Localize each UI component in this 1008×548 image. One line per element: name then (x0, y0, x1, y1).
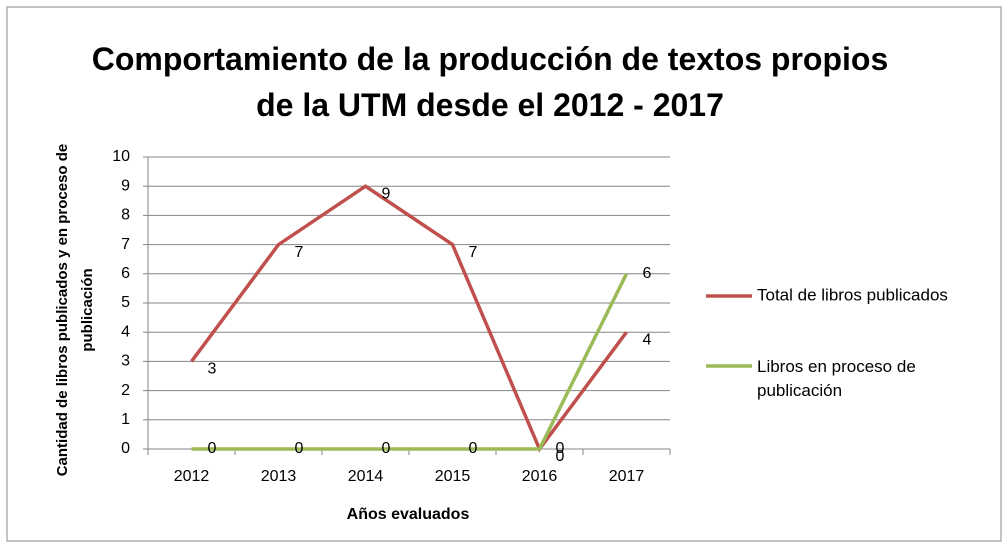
legend-label: Total de libros publicados (757, 285, 948, 304)
y-tick-label: 6 (121, 265, 130, 282)
x-tick-label: 2014 (348, 468, 384, 485)
x-tick-label: 2016 (522, 468, 558, 485)
y-tick-label: 9 (121, 177, 130, 194)
y-tick-label: 8 (121, 207, 130, 224)
y-tick-label: 7 (121, 236, 130, 253)
y-tick-label: 2 (121, 382, 130, 399)
data-label: 3 (208, 361, 217, 378)
data-label: 0 (382, 440, 391, 457)
chart-title: Comportamiento de la producción de texto… (91, 41, 889, 123)
series-line (191, 273, 629, 451)
data-label: 0 (556, 440, 565, 457)
data-label: 7 (469, 244, 478, 261)
y-tick-label: 0 (121, 440, 130, 457)
y-tick-label: 3 (121, 353, 130, 370)
y-tick-label: 1 (121, 411, 130, 428)
x-tick-label: 2015 (435, 468, 471, 485)
data-label: 0 (295, 440, 304, 457)
frame (6, 6, 1002, 542)
data-label: 7 (295, 244, 304, 261)
x-axis-title: Años evaluados (346, 506, 470, 523)
data-label: 0 (208, 440, 217, 457)
y-tick-label: 4 (121, 323, 130, 340)
series-line (190, 184, 628, 453)
data-label: 0 (469, 440, 478, 457)
y-tick-label: 10 (112, 148, 130, 165)
y-axis-title: Cantidad de libros publicados y en proce… (54, 143, 96, 477)
data-label: 4 (643, 331, 652, 348)
data-label: 9 (382, 185, 391, 202)
x-tick-label: 2012 (174, 468, 210, 485)
data-label: 0 (556, 448, 565, 465)
x-tick-label: 2013 (261, 468, 297, 485)
y-tick-label: 5 (121, 294, 130, 311)
x-tick-label: 2017 (609, 468, 645, 485)
legend-label: Libros en proceso de publicación (757, 357, 916, 400)
data-label: 6 (643, 265, 652, 282)
